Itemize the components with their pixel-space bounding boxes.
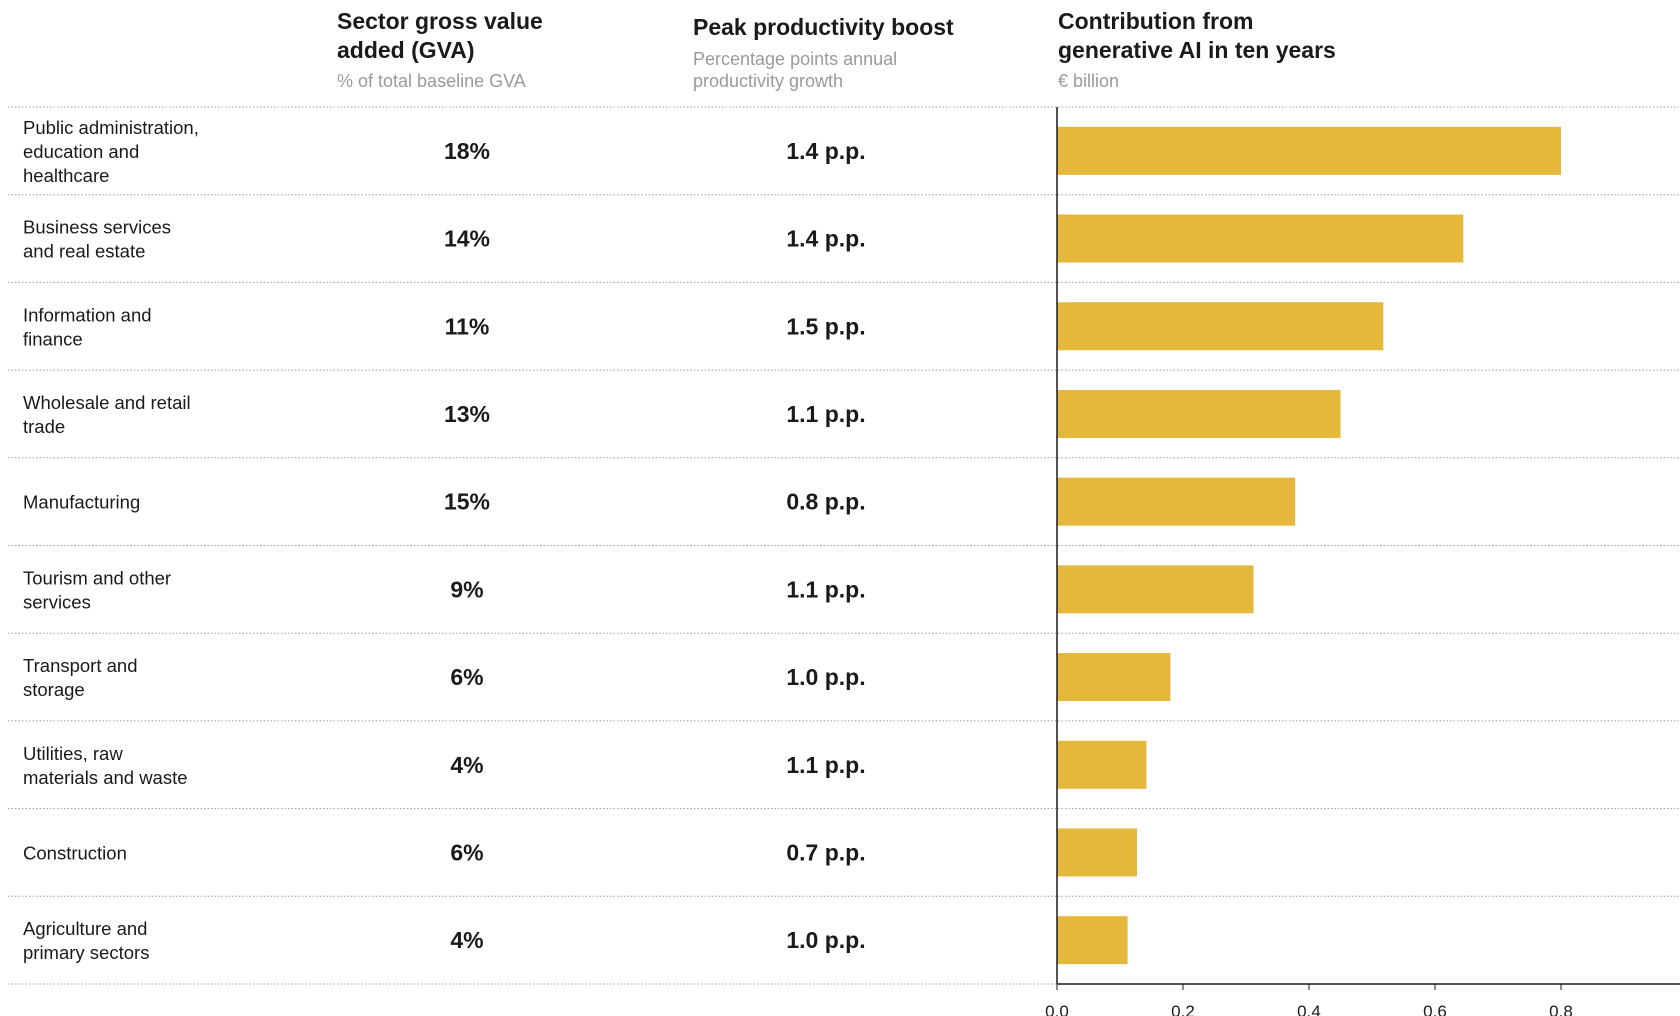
productivity-boost-value: 1.4 p.p. [786, 226, 865, 252]
bar [1057, 477, 1296, 526]
x-tick-label: 0.4 [1297, 1002, 1321, 1016]
column-subtitle: € billion [1058, 71, 1119, 91]
column-headers: Sector gross value added (GVA) % of total … [337, 8, 1336, 91]
gva-share-value: 9% [450, 576, 483, 602]
bar [1057, 740, 1147, 789]
productivity-boost-value: 1.0 p.p. [786, 664, 865, 690]
x-tick-label: 0.8 [1549, 1002, 1573, 1016]
bar [1057, 302, 1384, 351]
column-subtitle: % of total baseline GVA [337, 71, 526, 91]
table-row: Wholesale and retail trade 13% 1.1 p.p. [23, 392, 866, 437]
table-row: Information and finance 11% 1.5 p.p. [23, 304, 866, 349]
category-label: trade [23, 416, 65, 437]
bar [1057, 828, 1138, 877]
column-title: generative AI in ten years [1058, 37, 1336, 63]
table-rows: Public administration, education and healt… [23, 117, 866, 963]
productivity-boost-value: 1.0 p.p. [786, 927, 865, 953]
productivity-boost-value: 1.5 p.p. [786, 313, 865, 339]
category-label: healthcare [23, 165, 109, 186]
bar-series [1057, 126, 1561, 965]
bar [1057, 653, 1171, 702]
gva-share-value: 11% [445, 313, 490, 339]
category-label: primary sectors [23, 942, 149, 963]
bar [1057, 565, 1254, 614]
gva-share-value: 4% [450, 752, 483, 778]
category-label: services [23, 591, 91, 612]
productivity-boost-value: 1.1 p.p. [786, 576, 865, 602]
gva-share-value: 4% [450, 927, 483, 953]
x-tick-label: 0.0 [1045, 1002, 1069, 1016]
table-row: Public administration, education and healt… [23, 117, 866, 186]
category-label: storage [23, 679, 85, 700]
bar [1057, 214, 1464, 263]
category-label: Public administration, [23, 117, 199, 138]
productivity-boost-value: 1.1 p.p. [786, 752, 865, 778]
column-header-gva: Sector gross value added (GVA) % of total … [337, 8, 543, 91]
category-label: Utilities, raw [23, 743, 123, 764]
column-title: Contribution from [1058, 8, 1253, 34]
x-tick-label: 0.6 [1423, 1002, 1447, 1016]
gva-share-value: 6% [450, 839, 483, 865]
category-label: education and [23, 141, 139, 162]
gva-share-value: 14% [444, 226, 490, 252]
category-label: Manufacturing [23, 492, 140, 513]
category-label: materials and waste [23, 767, 188, 788]
column-title: Peak productivity boost [693, 14, 954, 40]
bar [1057, 389, 1341, 438]
gva-share-value: 6% [450, 664, 483, 690]
column-title: Sector gross value [337, 8, 543, 34]
category-label: Wholesale and retail [23, 392, 191, 413]
category-label: Construction [23, 842, 127, 863]
bar [1057, 126, 1561, 175]
category-label: finance [23, 328, 83, 349]
productivity-boost-value: 1.4 p.p. [786, 138, 865, 164]
category-label: Business services [23, 217, 171, 238]
gva-share-value: 15% [444, 489, 490, 515]
productivity-boost-value: 0.7 p.p. [786, 839, 865, 865]
gva-share-value: 13% [444, 401, 490, 427]
productivity-boost-value: 0.8 p.p. [786, 489, 865, 515]
bar [1057, 916, 1128, 965]
table-row: Tourism and other services 9% 1.1 p.p. [23, 567, 866, 612]
column-title: added (GVA) [337, 37, 475, 63]
category-label: and real estate [23, 241, 145, 262]
category-label: Agriculture and [23, 918, 147, 939]
column-subtitle: Percentage points annual [693, 49, 897, 69]
table-row: Agriculture and primary sectors 4% 1.0 p.p. [23, 918, 866, 963]
column-header-contribution: Contribution from generative AI in ten ye… [1058, 8, 1336, 91]
category-label: Tourism and other [23, 567, 171, 588]
table-row: Transport and storage 6% 1.0 p.p. [23, 655, 866, 700]
x-axis: 0.0 0.2 0.4 0.6 0.8 [1045, 107, 1680, 1016]
productivity-boost-value: 1.1 p.p. [786, 401, 865, 427]
x-tick-label: 0.2 [1171, 1002, 1195, 1016]
gva-share-value: 18% [444, 138, 490, 164]
column-subtitle: productivity growth [693, 71, 843, 91]
table-row: Manufacturing 15% 0.8 p.p. [23, 489, 866, 515]
table-row: Construction 6% 0.7 p.p. [23, 839, 866, 865]
column-header-boost: Peak productivity boost Percentage points… [693, 14, 954, 91]
category-label: Transport and [23, 655, 138, 676]
table-row: Utilities, raw materials and waste 4% 1.1 p… [23, 743, 866, 788]
category-label: Information and [23, 304, 152, 325]
table-row: Business services and real estate 14% 1.4 p… [23, 217, 866, 262]
